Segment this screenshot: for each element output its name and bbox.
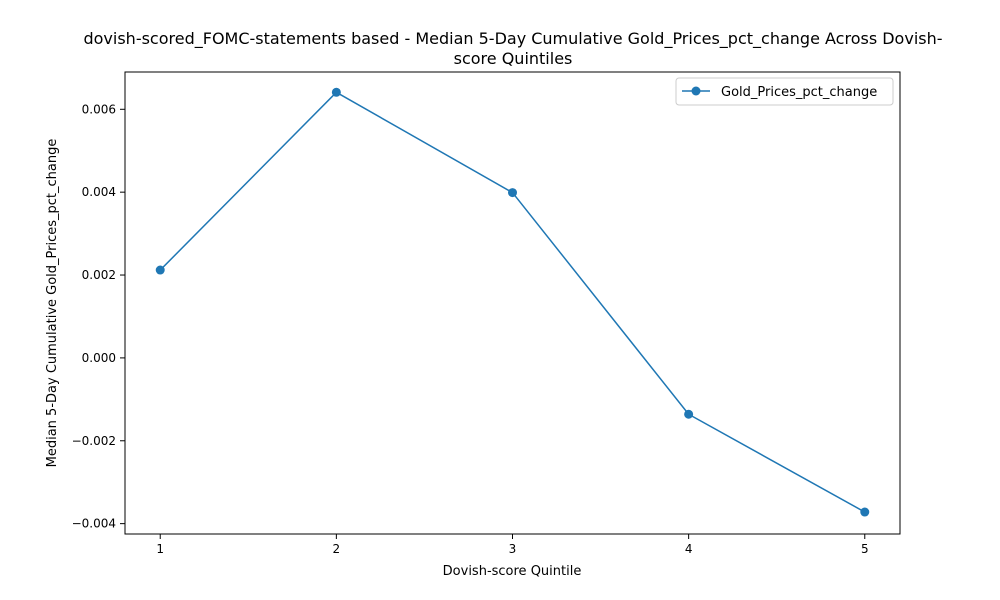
- x-axis-label: Dovish-score Quintile: [443, 564, 582, 579]
- data-point: [860, 507, 870, 517]
- data-point: [508, 188, 517, 198]
- series-line: [159, 91, 866, 513]
- y-tick-label: 0.006: [82, 102, 116, 116]
- data-point: [155, 265, 165, 275]
- legend-entry-label: Gold_Prices_pct_change: [721, 85, 877, 100]
- x-tick-label: 4: [685, 542, 693, 556]
- x-tick-label: 1: [156, 542, 164, 556]
- y-tick-label: 0.004: [82, 185, 116, 199]
- x-tick-label: 3: [509, 542, 517, 556]
- series-gold-prices: [155, 87, 870, 517]
- chart-title-line-2: score Quintiles: [454, 49, 573, 68]
- y-tick-label: −0.002: [72, 434, 116, 448]
- y-tick-label: 0.000: [82, 351, 116, 365]
- x-tick-label: 5: [861, 542, 869, 556]
- chart-title: dovish-scored_FOMC-statements based - Me…: [83, 29, 942, 68]
- legend-marker: [691, 86, 701, 96]
- data-point: [684, 409, 694, 419]
- y-tick-label: 0.002: [82, 268, 116, 282]
- data-point: [331, 87, 341, 97]
- y-tick-label: −0.004: [72, 517, 116, 531]
- legend: Gold_Prices_pct_change: [675, 77, 894, 106]
- y-axis-ticks: −0.004 −0.002 0.000 0.002 0.004 0.006: [72, 102, 125, 531]
- x-tick-label: 2: [333, 542, 341, 556]
- plot-area: [124, 71, 901, 535]
- legend-box: [675, 77, 894, 106]
- x-axis-ticks: 1 2 3 4 5: [156, 534, 869, 556]
- y-axis-label: Median 5-Day Cumulative Gold_Prices_pct_…: [45, 139, 60, 468]
- chart-title-line-1: dovish-scored_FOMC-statements based - Me…: [83, 29, 942, 49]
